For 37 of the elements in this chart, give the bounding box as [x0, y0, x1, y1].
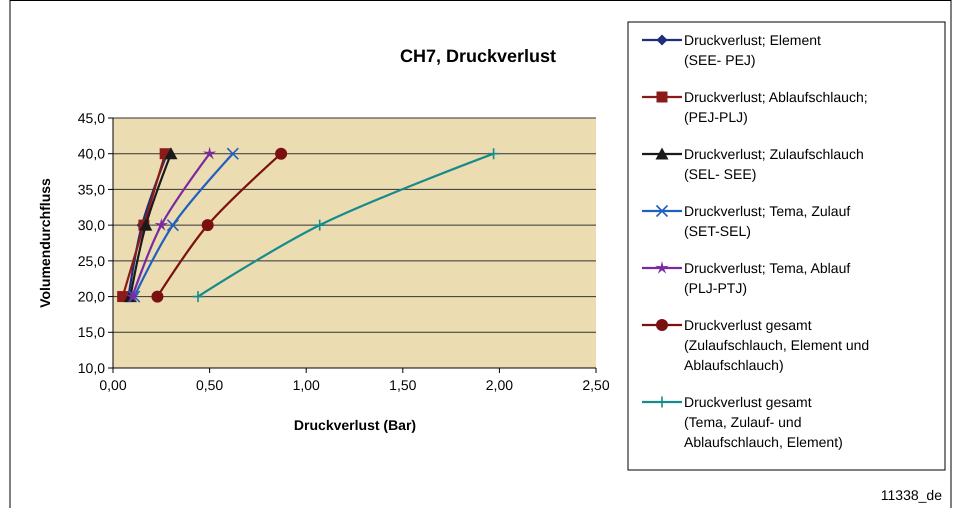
x-tick-label: 0,00 [99, 377, 127, 393]
legend-label: Druckverlust; Tema, Zulauf (SET-SEL) [684, 202, 850, 239]
point [202, 219, 214, 232]
y-tick-label: 10,0 [78, 360, 106, 376]
y-tick-label: 25,0 [78, 252, 106, 269]
y-tick-label: 20,0 [78, 288, 106, 304]
point [166, 218, 180, 232]
point [226, 147, 240, 160]
point [202, 146, 216, 160]
point [151, 290, 164, 303]
point [313, 218, 326, 232]
legend-label: Druckverlust; Zulaufschlauch (SEL- SEE) [684, 146, 864, 182]
point [164, 147, 178, 160]
point [192, 290, 204, 303]
y-axis-title: Volumendurchfluss [37, 178, 53, 308]
legend-label: Druckverlust; Ablaufschlauch; (PEJ-PLJ) [684, 88, 868, 125]
chart-title: CH7, Druckverlust [400, 46, 556, 66]
x-tick-label: 1,50 [389, 377, 417, 393]
legend-label: Druckverlust gesamt (Zulaufschlauch, Element und Ablaufschlauch) [684, 316, 870, 373]
x-tick-label: 0,50 [196, 377, 224, 393]
point [139, 218, 152, 231]
y-tick-label: 40,0 [78, 146, 106, 162]
point [275, 148, 288, 160]
y-tick-label: 35,0 [78, 181, 106, 198]
legend-label: Druckverlust; Tema, Ablauf (PLJ-PTJ) [684, 260, 850, 296]
x-tick-label: 2,00 [486, 377, 514, 393]
x-tick-label: 2,50 [582, 377, 610, 393]
legend-label: Druckverlust; Element (SEE- PEJ) [684, 32, 822, 68]
point [487, 147, 500, 160]
text: 11338_de [880, 487, 942, 503]
legend-label: Druckverlust gesamt (Tema, Zulauf- und Ablaufschlauch, Element) [684, 394, 843, 450]
y-tick-label: 15,0 [78, 324, 106, 340]
y-tick-label: 45,0 [78, 110, 106, 126]
x-tick-label: 1,00 [292, 377, 320, 393]
point [154, 218, 168, 231]
y-tick-label: 30,0 [78, 217, 106, 234]
x-axis-title: Druckverlust (Bar) [294, 417, 416, 433]
